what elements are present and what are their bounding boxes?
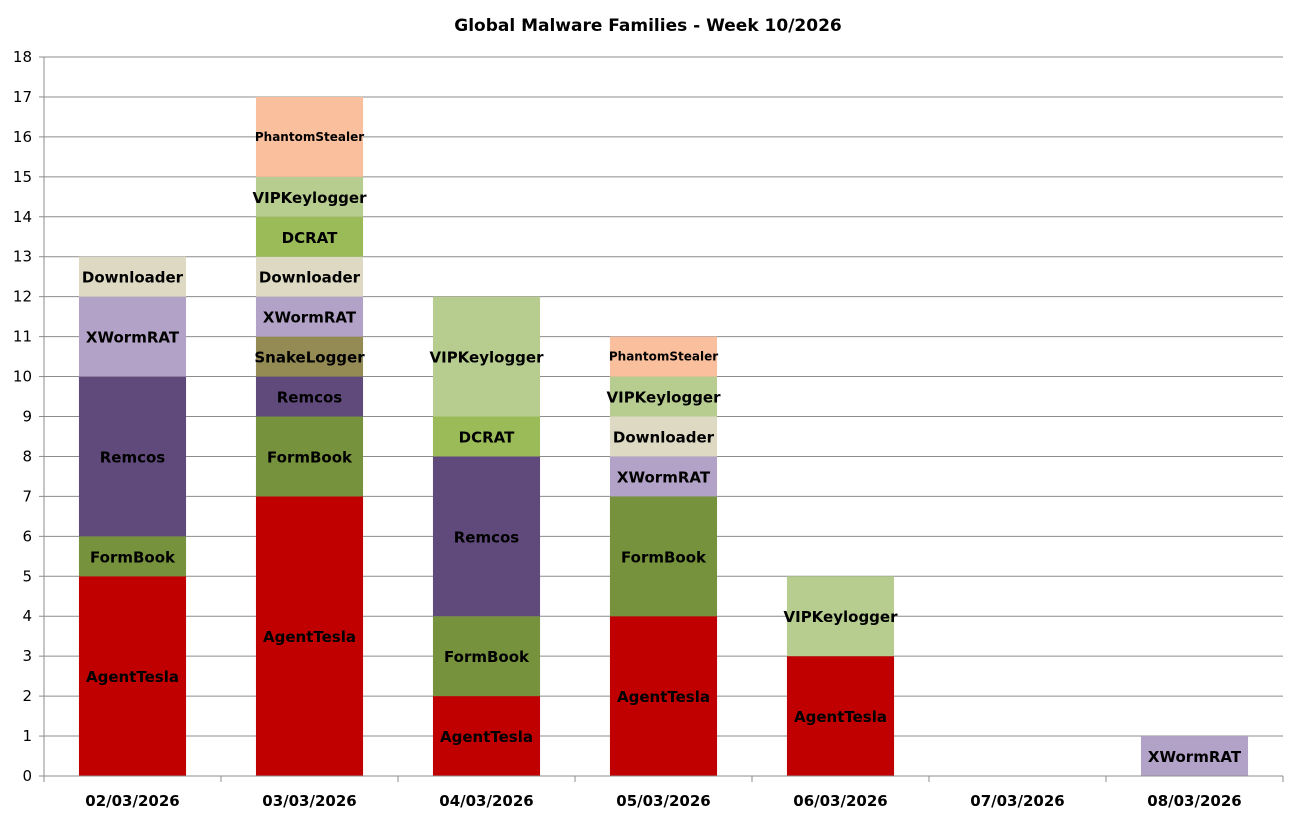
x-tick-label: 03/03/2026 xyxy=(262,792,356,810)
bar-segment-vipkeylogger xyxy=(786,576,895,657)
data-label: Downloader xyxy=(613,428,715,446)
bar-segment-downloader xyxy=(609,416,718,457)
y-tick-label: 4 xyxy=(22,607,32,625)
bar-segment-downloader xyxy=(78,256,187,297)
data-label: FormBook xyxy=(267,448,353,466)
data-label: VIPKeylogger xyxy=(253,189,368,207)
x-tick-label: 08/03/2026 xyxy=(1147,792,1241,810)
data-label: PhantomStealer xyxy=(609,350,718,364)
data-label: SnakeLogger xyxy=(254,349,365,367)
data-label: FormBook xyxy=(90,548,176,566)
data-label: XWormRAT xyxy=(86,329,180,347)
data-label: Remcos xyxy=(100,448,166,466)
y-tick-label: 7 xyxy=(22,487,32,505)
bar-segment-agenttesla xyxy=(255,496,364,776)
x-tick-label: 05/03/2026 xyxy=(616,792,710,810)
data-label: XWormRAT xyxy=(617,468,711,486)
data-label: Remcos xyxy=(454,528,520,546)
bar-segment-xwormrat xyxy=(609,456,718,497)
y-tick-label: 1 xyxy=(22,727,32,745)
data-label: Remcos xyxy=(277,389,343,407)
data-label: AgentTesla xyxy=(440,728,533,746)
bar-segment-agenttesla xyxy=(78,576,187,776)
x-axis: 02/03/2026 03/03/2026 04/03/2026 05/03/2026… xyxy=(43,775,1284,810)
y-tick-label: 17 xyxy=(13,88,32,106)
y-tick-label: 11 xyxy=(13,328,32,346)
y-tick-label: 14 xyxy=(13,208,32,226)
data-label: AgentTesla xyxy=(263,628,356,646)
bars: AgentTesla FormBook Remcos XWormRAT Download… xyxy=(78,96,1249,776)
data-label: VIPKeylogger xyxy=(607,389,722,407)
y-tick-label: 13 xyxy=(13,248,32,266)
y-tick-label: 10 xyxy=(13,368,32,386)
bar-segment-agenttesla xyxy=(432,696,541,776)
bar-segment-vipkeylogger xyxy=(255,176,364,217)
data-label: XWormRAT xyxy=(1148,748,1242,766)
bar-segment-xwormrat xyxy=(1140,736,1249,776)
y-tick-label: 15 xyxy=(13,168,32,186)
data-label: FormBook xyxy=(444,648,530,666)
data-label: PhantomStealer xyxy=(255,130,364,144)
x-tick-label: 02/03/2026 xyxy=(85,792,179,810)
y-tick-label: 5 xyxy=(22,567,32,585)
bar-segment-phantomstealer xyxy=(255,96,364,177)
chart-title: Global Malware Families - Week 10/2026 xyxy=(454,16,842,36)
y-tick-label: 18 xyxy=(13,48,32,66)
bar-segment-remcos xyxy=(432,456,541,617)
data-label: Downloader xyxy=(259,269,361,287)
bar-segment-agenttesla xyxy=(786,656,895,776)
data-label: XWormRAT xyxy=(263,309,357,327)
bar-segment-dcrat xyxy=(255,216,364,257)
bar-segment-formbook xyxy=(609,496,718,617)
bar-segment-agenttesla xyxy=(609,616,718,776)
x-tick-label: 06/03/2026 xyxy=(793,792,887,810)
y-tick-label: 12 xyxy=(13,288,32,306)
data-label: VIPKeylogger xyxy=(430,349,545,367)
bar-segment-remcos xyxy=(255,376,364,417)
data-label: AgentTesla xyxy=(794,708,887,726)
bar-segment-formbook xyxy=(255,416,364,497)
data-label: FormBook xyxy=(621,548,707,566)
data-label: DCRAT xyxy=(459,428,515,446)
y-tick-label: 0 xyxy=(22,767,32,785)
data-label: AgentTesla xyxy=(86,668,179,686)
y-tick-label: 8 xyxy=(22,447,32,465)
bar-segment-dcrat xyxy=(432,416,541,457)
bar-segment-snakelogger xyxy=(255,336,364,377)
y-tick-label: 2 xyxy=(22,687,32,705)
data-label: DCRAT xyxy=(282,229,338,247)
y-tick-label: 6 xyxy=(22,527,32,545)
y-tick-label: 16 xyxy=(13,128,32,146)
x-tick-label: 04/03/2026 xyxy=(439,792,533,810)
data-label: AgentTesla xyxy=(617,688,710,706)
bar-segment-formbook xyxy=(78,536,187,577)
data-label: Downloader xyxy=(82,269,184,287)
x-tick-label: 07/03/2026 xyxy=(970,792,1064,810)
bar-segment-formbook xyxy=(432,616,541,697)
data-label: VIPKeylogger xyxy=(784,608,899,626)
gridlines xyxy=(44,56,1283,737)
bar-segment-xwormrat xyxy=(255,296,364,337)
bar-segment-xwormrat xyxy=(78,296,187,377)
bar-segment-vipkeylogger xyxy=(609,376,718,417)
y-tick-label: 9 xyxy=(22,408,32,426)
y-tick-label: 3 xyxy=(22,647,32,665)
bar-segment-remcos xyxy=(78,376,187,537)
bar-segment-phantomstealer xyxy=(609,336,718,377)
bar-segment-vipkeylogger xyxy=(432,296,541,417)
bar-segment-downloader xyxy=(255,256,364,297)
